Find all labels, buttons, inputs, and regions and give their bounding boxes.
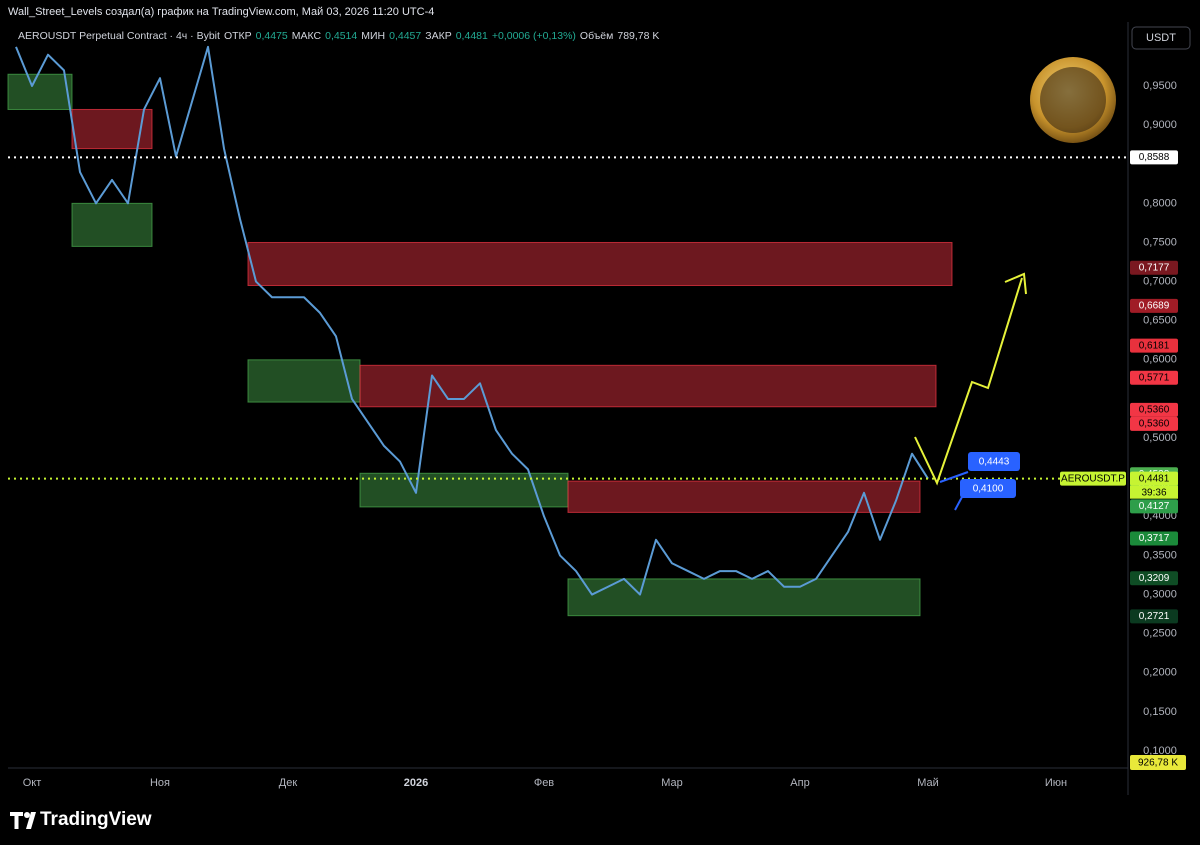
y-tick-label: 0,6000: [1143, 354, 1177, 366]
logo: [1030, 57, 1116, 143]
level-label: 0,4127: [1139, 501, 1170, 512]
volume-title: Объём: [580, 30, 613, 42]
change: +0,0006 (+0,13%): [492, 30, 576, 42]
level-label: 0,2721: [1139, 611, 1170, 622]
level-label: 0,3717: [1139, 533, 1170, 544]
projection-arrow: [914, 277, 1023, 486]
level-badge: [1130, 571, 1178, 586]
level-badge: [1130, 370, 1178, 385]
level-label: 0,8588: [1139, 152, 1170, 163]
countdown-badge: [1130, 485, 1178, 499]
level-badge: [1130, 471, 1178, 486]
brand: TradingView: [40, 809, 152, 830]
countdown: 39:36: [1141, 487, 1166, 498]
callout-label: 0,4100: [973, 484, 1004, 495]
x-tick-label: Апр: [790, 777, 809, 789]
zone: [247, 359, 361, 403]
zone: [247, 241, 953, 287]
zone: [71, 202, 153, 247]
symbol-badge: [1060, 471, 1126, 486]
callout: [968, 452, 1020, 471]
level-badge: [1130, 531, 1178, 546]
level-label: 0,5360: [1139, 419, 1170, 430]
level-label: 0,6689: [1139, 301, 1170, 312]
y-tick-label: 0,5000: [1143, 432, 1177, 444]
level-label: 0,5771: [1139, 372, 1170, 383]
level-badge: [1130, 260, 1178, 275]
legend-text: AEROUSDT Perpetual Contract · 4ч · Bybit…: [18, 30, 659, 42]
volume-value: 789,78 K: [617, 30, 659, 42]
level-badge: [1130, 499, 1178, 514]
level-badge: [1130, 298, 1178, 313]
level-badge: [1130, 338, 1178, 353]
level-label: 0,5360: [1139, 405, 1170, 416]
level-badge: [1130, 150, 1178, 165]
level-badge: [1130, 402, 1178, 417]
stat-label: ЗАКР: [425, 30, 451, 42]
stat-value: 0,4475: [256, 30, 288, 42]
stat-value: 0,4514: [325, 30, 357, 42]
y-tick-label: 0,7000: [1143, 276, 1177, 288]
stat-value: 0,4481: [456, 30, 488, 42]
legend: AEROUSDT Perpetual Contract · 4ч · Bybit…: [18, 30, 659, 42]
y-tick-label: 0,9500: [1143, 80, 1177, 92]
currency[interactable]: USDT: [1146, 32, 1176, 44]
price-axis: 0,9500 0,9000 0,8000 0,7500 0,7000 0,6500 0,60…: [1060, 80, 1178, 757]
level-label: 0,6181: [1139, 340, 1170, 351]
zone: [7, 73, 73, 110]
plot: [8, 45, 1128, 596]
x-tick-label: Мар: [661, 777, 683, 789]
y-tick-label: 0,8000: [1143, 197, 1177, 209]
stat-label: МАКС: [292, 30, 322, 42]
volume-badge-label: 926,78 K: [1138, 758, 1178, 769]
stat-label: МИН: [361, 30, 385, 42]
level-label: 0,3209: [1139, 573, 1170, 584]
x-tick-label: Май: [917, 777, 939, 789]
stat-label: ОТКР: [224, 30, 252, 42]
symbol-label: AEROUSDT.P: [1061, 473, 1125, 484]
arrow-head: [1004, 272, 1027, 295]
x-tick-label: 2026: [404, 777, 428, 789]
callout-label: 0,4443: [979, 457, 1010, 468]
callout-pointer: [954, 496, 963, 511]
stat-value: 0,4457: [389, 30, 421, 42]
callout-pointer: [939, 471, 969, 483]
x-tick-label: Ноя: [150, 777, 170, 789]
y-tick-label: 0,3000: [1143, 588, 1177, 600]
x-tick-label: Фев: [534, 777, 554, 789]
y-tick-label: 0,2000: [1143, 667, 1177, 679]
volume-badge: [1130, 755, 1186, 770]
callout: [960, 479, 1016, 498]
price-line: [15, 45, 929, 596]
symbol: AEROUSDT Perpetual Contract · 4ч · Bybit: [18, 30, 220, 42]
header: Wall_Street_Levels создал(а) график на T…: [8, 6, 434, 18]
x-tick-label: Дек: [279, 777, 298, 789]
x-tick-label: Июн: [1045, 777, 1067, 789]
y-tick-label: 0,3500: [1143, 549, 1177, 561]
zone: [567, 480, 921, 513]
y-tick-label: 0,2500: [1143, 628, 1177, 640]
level-label: 0,4481: [1139, 473, 1170, 484]
brand-logo: [10, 812, 36, 829]
x-tick-label: Окт: [23, 777, 42, 789]
zone: [359, 364, 937, 408]
y-tick-label: 0,1500: [1143, 706, 1177, 718]
y-tick-label: 0,6500: [1143, 315, 1177, 327]
level-badge: [1130, 609, 1178, 624]
y-tick-label: 0,9000: [1143, 119, 1177, 131]
level-label: 0,7177: [1139, 262, 1170, 273]
logo-inner: [1040, 67, 1106, 133]
y-tick-label: 0,7500: [1143, 236, 1177, 248]
level-badge: [1130, 416, 1178, 431]
currency-button[interactable]: [1131, 26, 1191, 50]
zone: [567, 578, 921, 617]
y-tick-label: 0,1000: [1143, 745, 1177, 757]
